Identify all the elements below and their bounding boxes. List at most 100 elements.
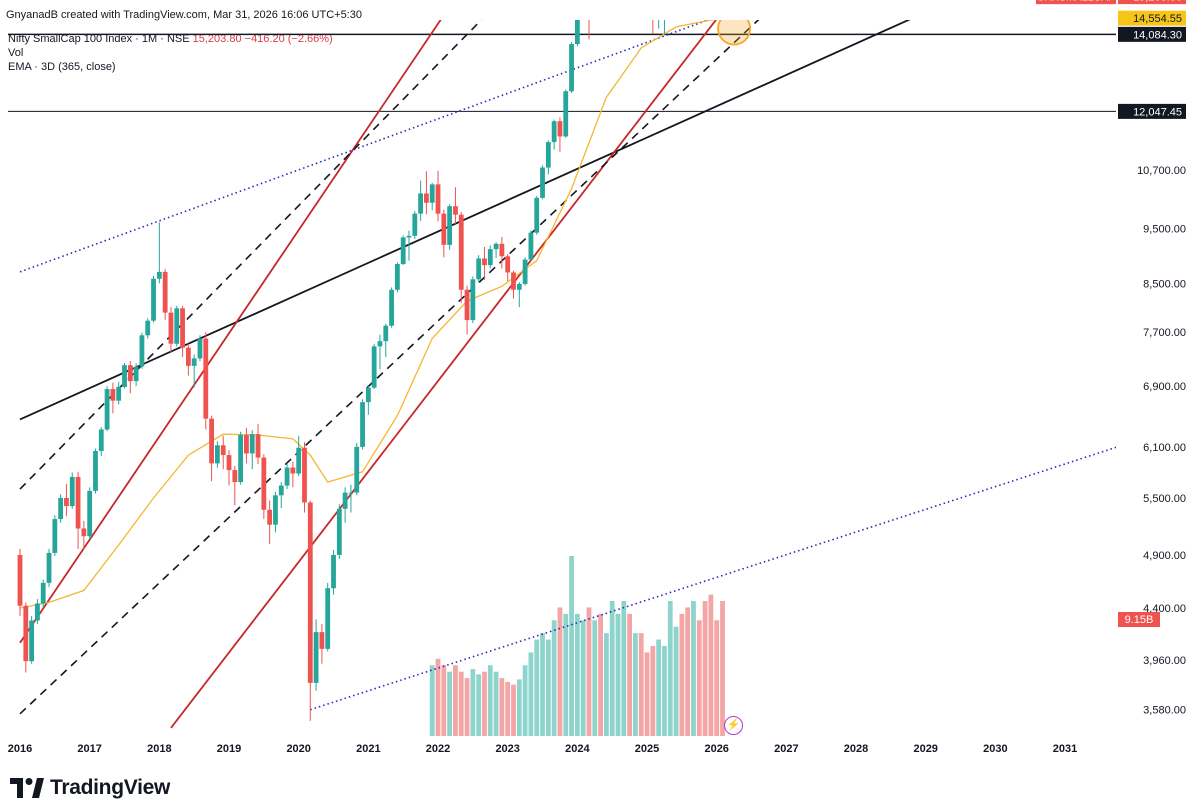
volume-bar <box>603 633 609 736</box>
candle <box>174 305 180 347</box>
candle-body <box>493 243 499 250</box>
lightning-icon[interactable]: ⚡ <box>724 716 743 735</box>
candle-body <box>476 258 482 280</box>
candle <box>383 323 389 358</box>
last-price: 15,203.80 <box>192 33 242 45</box>
candle-body <box>162 271 168 313</box>
candle-body <box>35 603 40 621</box>
candle-body <box>87 490 93 537</box>
candle <box>110 382 116 414</box>
candle <box>249 430 255 470</box>
trendline-red-solid <box>170 20 718 729</box>
candle <box>151 275 156 323</box>
candle-body <box>23 605 29 662</box>
candle <box>493 242 499 258</box>
volume-bar <box>667 601 673 736</box>
price-change: −416.20 (−2.66%) <box>244 33 333 45</box>
volume-bar <box>691 601 696 736</box>
candle-body <box>348 492 354 494</box>
price-tag-box <box>1118 26 1186 42</box>
candle <box>563 89 569 138</box>
candle-body <box>40 582 46 604</box>
candle-body <box>214 445 220 464</box>
candle-body <box>203 338 209 419</box>
candle <box>46 548 52 588</box>
volume-bar <box>435 658 441 736</box>
volume-legend[interactable]: Vol <box>8 47 24 59</box>
x-tick-label: 2030 <box>983 743 1007 755</box>
candle-body <box>383 325 389 342</box>
volume-bar <box>429 665 435 736</box>
candle <box>273 491 278 533</box>
candle-body <box>98 429 104 451</box>
volume-bar <box>633 633 638 736</box>
candle <box>365 386 371 415</box>
candle-body <box>470 279 476 321</box>
candle-body <box>487 249 493 266</box>
candle-body <box>307 502 313 683</box>
candle-body <box>557 121 563 137</box>
candle <box>412 211 418 240</box>
price-tag-label: 15,203.80 <box>1133 0 1182 4</box>
volume-tag-box <box>1118 612 1160 627</box>
candle-body <box>116 386 122 401</box>
x-tick-label: 2031 <box>1053 743 1077 755</box>
ema-line <box>19 20 718 609</box>
symbol-legend[interactable]: Nifty SmallCap 100 Index · 1M · NSE 15,2… <box>8 32 333 46</box>
candle-body <box>29 620 35 662</box>
candle <box>40 579 46 608</box>
y-tick-label: 4,400.00 <box>1143 603 1186 615</box>
candle-body <box>278 485 284 496</box>
volume-bar <box>656 639 662 736</box>
tradingview-logo-icon <box>10 778 44 798</box>
candle <box>528 230 534 261</box>
candle <box>604 0 609 7</box>
candle <box>69 472 75 509</box>
x-tick-label: 2017 <box>77 743 101 755</box>
candle-body <box>267 509 273 525</box>
candle <box>470 276 476 324</box>
candle <box>35 599 40 624</box>
candle <box>592 0 597 19</box>
candle <box>551 119 557 150</box>
candle <box>342 487 348 523</box>
candle-body <box>319 632 325 649</box>
volume-bar <box>522 665 528 736</box>
candle <box>511 270 516 299</box>
candle-body <box>46 552 52 583</box>
volume-bar <box>621 601 627 736</box>
candle <box>360 399 365 450</box>
candle <box>522 257 528 286</box>
candle-body <box>389 289 394 326</box>
candle <box>429 182 435 211</box>
candle-body <box>551 121 557 143</box>
volume-bar <box>586 607 592 736</box>
candle-body <box>127 365 133 382</box>
volume-bar <box>580 620 586 736</box>
x-tick-label: 2024 <box>565 743 590 755</box>
volume-bar <box>516 679 522 736</box>
candle-body <box>505 256 511 273</box>
volume-bar <box>499 678 505 736</box>
x-tick-label: 2025 <box>635 743 659 755</box>
volume-bar <box>609 601 615 736</box>
y-tick-label: 9,500.00 <box>1143 224 1186 236</box>
volume-bar <box>627 613 633 736</box>
ema-legend[interactable]: EMA · 3D (365, close) <box>8 61 116 73</box>
candle <box>29 615 35 664</box>
candle-body <box>180 308 185 348</box>
candle <box>278 482 284 508</box>
candle <box>424 171 429 215</box>
volume-bar <box>563 613 569 736</box>
trendline-black-dashed <box>19 20 483 490</box>
candle <box>319 623 325 664</box>
candle-body <box>522 259 528 284</box>
candle-body <box>458 214 464 290</box>
price-tag-box <box>1118 10 1186 26</box>
price-tag-label: 14,084.30 <box>1133 29 1182 41</box>
candle-body <box>220 445 226 456</box>
candle <box>307 500 313 721</box>
volume-bar <box>441 665 447 736</box>
candle <box>726 0 731 17</box>
